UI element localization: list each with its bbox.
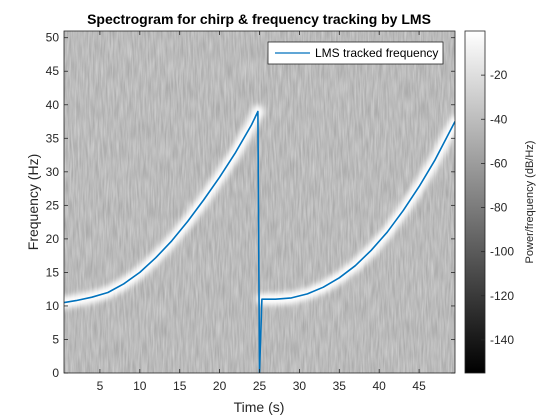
y-tick-label: 50: [46, 31, 60, 45]
x-tick-label: 35: [333, 379, 347, 393]
x-tick-label: 5: [97, 379, 104, 393]
y-axis-label: Frequency (Hz): [25, 154, 41, 250]
x-axis-label: Time (s): [234, 399, 285, 415]
x-tick-label: 40: [373, 379, 387, 393]
y-tick-label: 0: [52, 366, 59, 380]
x-tick-label: 15: [173, 379, 187, 393]
colorbar-label: Power/frequency (dB/Hz): [524, 141, 536, 264]
colorbar-tick-label: -100: [490, 245, 514, 259]
colorbar-tick-label: -40: [490, 112, 508, 126]
y-tick-label: 15: [46, 265, 60, 279]
y-tick-label: 20: [46, 232, 60, 246]
y-tick-label: 10: [46, 299, 60, 313]
colorbar-gradient: [464, 30, 486, 374]
colorbar-tick-label: -20: [490, 68, 508, 82]
colorbar: -140 -120 -100 -80 -60 -40 -20 Power/frequency…: [464, 30, 536, 374]
x-tick-label: 30: [293, 379, 307, 393]
lms-tracked-frequency-line: [64, 110, 455, 373]
legend-box: [267, 41, 444, 65]
y-tick-label: 30: [46, 165, 60, 179]
y-axis: 0 5 10 15 20 25 30 35 40 45 50: [46, 31, 455, 380]
y-tick-label: 25: [46, 198, 60, 212]
colorbar-tick-label: -120: [490, 289, 514, 303]
colorbar-tick-label: -80: [490, 201, 508, 215]
y-tick-label: 5: [52, 332, 59, 346]
x-tick-label: 20: [213, 379, 227, 393]
colorbar-tick-label: -60: [490, 156, 508, 170]
y-tick-label: 35: [46, 131, 60, 145]
legend-label: LMS tracked frequency: [315, 46, 438, 60]
x-tick-label: 10: [133, 379, 147, 393]
x-tick-label: 45: [412, 379, 426, 393]
x-axis: 5 10 15 20 25 30 35 40 45: [97, 31, 426, 393]
y-tick-label: 45: [46, 64, 60, 78]
colorbar-tick-label: -140: [490, 333, 514, 347]
chart-title: Spectrogram for chirp & frequency tracki…: [87, 11, 431, 27]
x-tick-label: 25: [253, 379, 267, 393]
spectrogram-image: [64, 31, 455, 373]
legend: LMS tracked frequency: [267, 41, 444, 65]
y-tick-label: 40: [46, 98, 60, 112]
